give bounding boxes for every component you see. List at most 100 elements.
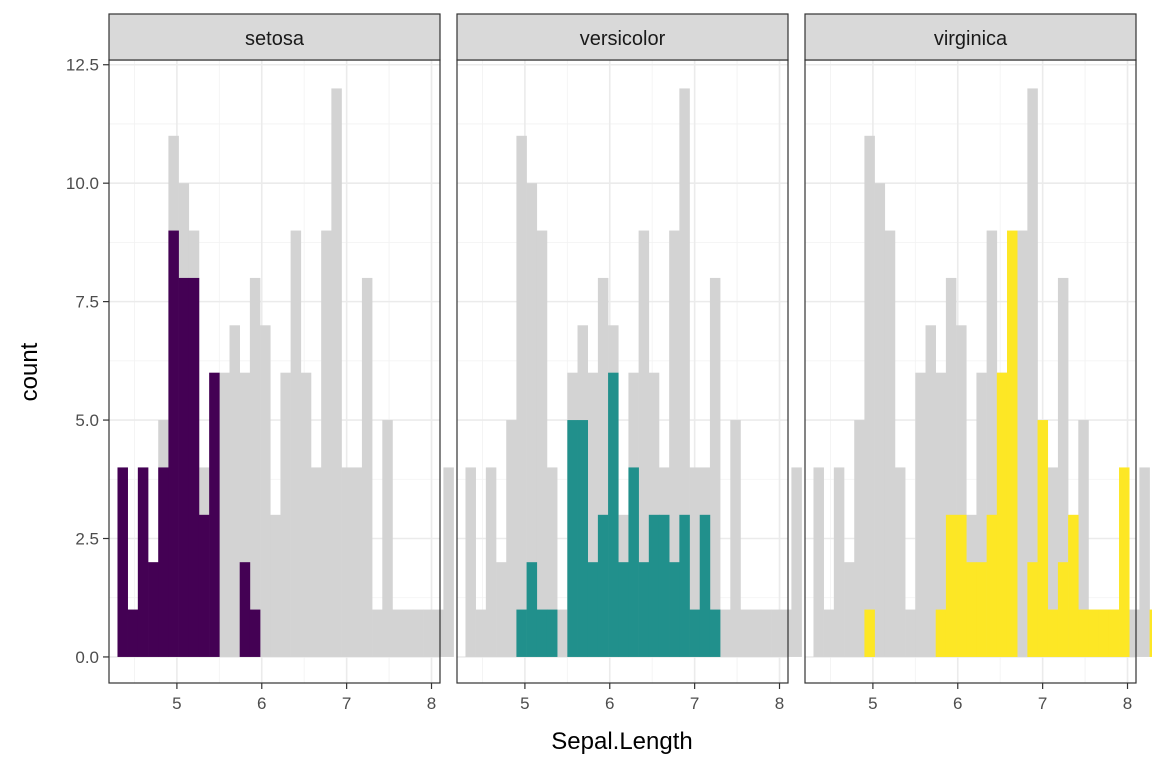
facet-panel-virginica: virginica 5 6 7 8: [804, 13, 1152, 713]
histogram-bar-versicolor: [648, 514, 660, 657]
background-bar: [1017, 230, 1028, 657]
background-bar: [475, 609, 487, 657]
histogram-bar-setosa: [137, 467, 149, 657]
histogram-bar-setosa: [178, 277, 190, 657]
background-bar: [760, 609, 772, 657]
y-tick-label: 10.0: [66, 174, 99, 193]
histogram-bar-versicolor: [587, 562, 599, 657]
background-bar: [341, 467, 353, 657]
background-bar: [229, 325, 241, 657]
background-bar: [557, 609, 568, 657]
background-bar: [884, 230, 896, 657]
histogram-bar-setosa: [158, 467, 169, 657]
histogram-bar-versicolor: [546, 609, 558, 657]
background-bar: [443, 467, 454, 657]
background-bar: [351, 467, 363, 657]
background-bar: [1129, 609, 1140, 657]
background-bar: [854, 420, 865, 657]
background-bar: [412, 609, 424, 657]
histogram-bar-versicolor: [669, 562, 680, 657]
histogram-bar-virginica: [996, 372, 1008, 657]
histogram-bar-setosa: [188, 277, 200, 657]
background-bar: [986, 230, 998, 657]
background-bar: [1027, 88, 1038, 657]
histogram-bar-versicolor: [679, 514, 690, 657]
histogram-bar-virginica: [1006, 230, 1018, 657]
facet-strip-label: virginica: [934, 28, 1008, 50]
x-tick-label: 5: [520, 694, 529, 713]
facet-strip: [456, 13, 789, 61]
background-bar: [945, 277, 957, 657]
x-axis-title: Sepal.Length: [551, 728, 692, 755]
background-bar: [976, 372, 987, 657]
y-axis-title: count: [16, 342, 43, 401]
facet-strip-label: versicolor: [580, 28, 666, 50]
background-bar: [423, 609, 434, 657]
background-bar: [290, 230, 302, 657]
background-bar: [905, 609, 916, 657]
background-bar: [361, 277, 373, 657]
background-bar: [485, 467, 497, 657]
background-bar: [925, 325, 937, 657]
histogram-bar-versicolor: [709, 609, 721, 657]
histogram-bar-virginica: [966, 562, 977, 657]
histogram-bar-versicolor: [567, 420, 578, 657]
background-bar: [689, 467, 701, 657]
x-tick-label: 6: [605, 694, 614, 713]
background-bar: [546, 467, 558, 657]
x-tick-label: 7: [690, 694, 699, 713]
x-tick-label: 7: [342, 694, 351, 713]
background-bar: [433, 609, 444, 657]
histogram-bar-virginica: [1098, 609, 1110, 657]
background-bar: [720, 609, 731, 657]
facet-panel-versicolor: versicolor 5 6 7 8: [456, 13, 823, 713]
x-tick-label: 8: [775, 694, 784, 713]
background-bar: [300, 372, 312, 657]
histogram-bar-virginica: [1078, 609, 1089, 657]
y-tick-label: 7.5: [75, 293, 99, 312]
histogram-bar-virginica: [945, 514, 957, 657]
background-bar: [679, 88, 690, 657]
background-bar: [844, 562, 855, 657]
histogram-bar-versicolor: [526, 562, 538, 657]
background-bar: [894, 467, 906, 657]
facet-strip-label: setosa: [245, 28, 305, 50]
background-bar: [249, 277, 261, 657]
background-bar: [791, 467, 802, 657]
background-bar: [1057, 277, 1069, 657]
histogram-bar-versicolor: [608, 372, 619, 657]
histogram-bar-setosa: [239, 562, 251, 657]
background-bar: [280, 372, 291, 657]
y-tick-label: 0.0: [75, 648, 99, 667]
facet-strip: [804, 13, 1137, 61]
background-bar: [260, 325, 271, 657]
background-bar: [496, 562, 507, 657]
background-bar: [833, 467, 845, 657]
histogram-bar-setosa: [249, 609, 261, 657]
background-bar: [956, 325, 967, 657]
background-bar: [331, 88, 342, 657]
background-bar: [740, 609, 751, 657]
background-bar: [874, 183, 886, 657]
histogram-bar-virginica: [1037, 420, 1049, 657]
background-bar: [516, 135, 527, 657]
background-bar: [638, 230, 650, 657]
x-tick-label: 7: [1038, 694, 1047, 713]
histogram-bar-setosa: [117, 467, 128, 657]
background-bar: [730, 420, 741, 657]
background-bar: [771, 609, 782, 657]
histogram-bar-virginica: [986, 514, 998, 657]
histogram-bar-virginica: [1057, 562, 1069, 657]
facet-strip: [108, 13, 441, 61]
histogram-bar-versicolor: [689, 609, 701, 657]
background-bar: [382, 420, 393, 657]
background-bar: [239, 372, 251, 657]
x-tick-label: 5: [868, 694, 877, 713]
background-bar: [935, 372, 947, 657]
y-tick-label: 12.5: [66, 56, 99, 75]
background-bar: [823, 609, 835, 657]
histogram-bar-setosa: [168, 230, 179, 657]
facet-panel-setosa: setosa 5 6 7 8: [108, 13, 475, 713]
background-bar: [270, 514, 281, 657]
histogram-bar-versicolor: [638, 562, 650, 657]
